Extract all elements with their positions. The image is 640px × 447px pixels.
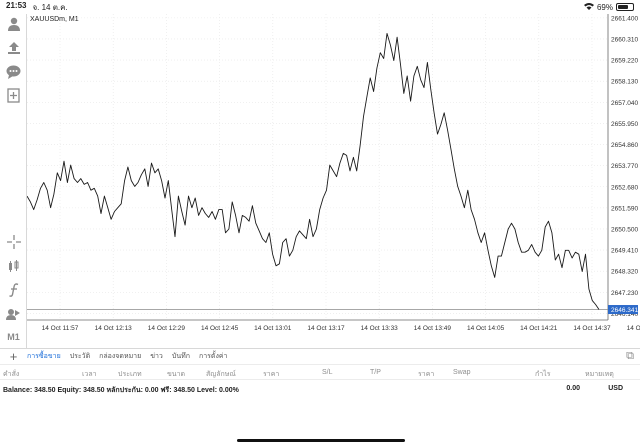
x-tick-label: 14 Oct 14:05 [467, 325, 505, 332]
trade-table-header: คำสั่ง เวลา ประเภท ขนาด สัญลักษณ์ ราคา S/L T/P ร… [0, 364, 640, 380]
chat-icon[interactable] [4, 62, 23, 81]
current-price-label: 2646.341 [611, 307, 638, 314]
function-icon[interactable] [4, 280, 23, 299]
indicators-icon[interactable] [4, 256, 23, 275]
column-header[interactable]: ราคา [263, 371, 280, 378]
column-header[interactable]: ขนาด [167, 371, 186, 378]
trade-icon[interactable] [4, 38, 23, 57]
x-tick-label: 14 Oct 13:33 [361, 325, 399, 332]
current-price-tag [608, 305, 638, 315]
x-tick-label: 14 Oct 14:37 [573, 325, 611, 332]
total-profit: 0.00 [566, 385, 580, 392]
crosshair-icon[interactable] [4, 232, 23, 251]
left-toolbar: M1 [0, 14, 27, 348]
y-tick-label: 2648.320 [611, 269, 638, 276]
y-tick-label: 2660.310 [611, 36, 638, 43]
x-tick-label: 14 Oct 12:13 [95, 325, 133, 332]
y-tick-label: 2652.680 [611, 184, 638, 191]
y-tick-label: 2657.040 [611, 100, 638, 107]
column-header[interactable]: ราคา [418, 371, 435, 378]
column-header[interactable]: เวลา [82, 371, 97, 378]
y-tick-label: 2655.950 [611, 121, 638, 128]
tab-4[interactable]: บันทึก [171, 353, 190, 360]
battery-percent: 69% [596, 2, 613, 12]
x-tick-label: 14 Oct 13:17 [307, 325, 345, 332]
new-chart-icon[interactable] [4, 86, 23, 105]
y-tick-label: 2658.130 [611, 79, 638, 86]
column-header[interactable]: คำสั่ง [3, 371, 20, 378]
y-tick-label: 2651.590 [611, 205, 638, 212]
objects-icon[interactable] [4, 304, 23, 323]
x-tick-label: 14 Oct 13:01 [254, 325, 292, 332]
column-header[interactable]: Swap [453, 369, 471, 376]
add-order-icon[interactable]: + [9, 349, 18, 364]
price-series-line [27, 32, 600, 310]
tab-5[interactable]: การตั้งค่า [198, 353, 228, 360]
price-chart[interactable]: 2661.400 2660.310 2659.220 2658.130 2657.040… [27, 14, 640, 348]
y-tick-label: 2647.230 [611, 290, 638, 297]
tab-1[interactable]: ประวัติ [69, 353, 91, 360]
chart-symbol-title: XAUUSDm, M1 [30, 16, 79, 23]
y-tick-label: 2659.220 [611, 58, 638, 65]
account-icon[interactable] [4, 14, 23, 33]
y-tick-label: 2653.770 [611, 163, 638, 170]
chart-canvas: 2661.400 2660.310 2659.220 2658.130 2657.040… [27, 14, 640, 332]
x-tick-label: 14 Oct 14:21 [520, 325, 558, 332]
column-header[interactable]: สัญลักษณ์ [206, 371, 236, 378]
column-header[interactable]: กำไร [535, 371, 551, 378]
balance-text: Balance: 348.50 Equity: 348.50 หลักประกั… [3, 387, 239, 394]
column-header[interactable]: หมายเหตุ [585, 371, 614, 378]
y-tick-label: 2649.410 [611, 248, 638, 255]
tab-0[interactable]: การซื้อขาย [27, 353, 61, 360]
currency-label: USD [608, 385, 623, 392]
timeframe-button[interactable]: M1 [7, 331, 20, 342]
column-header[interactable]: ประเภท [118, 371, 142, 378]
account-summary: Balance: 348.50 Equity: 348.50 หลักประกั… [0, 380, 640, 396]
date: จ. 14 ต.ค. [32, 2, 68, 12]
battery-icon [616, 3, 634, 11]
x-tick-label: 14 Oct 11:57 [42, 325, 79, 332]
tab-2[interactable]: กล่องจดหมาย [99, 353, 142, 360]
wifi-icon [583, 2, 594, 12]
terminal-tab-bar: + การซื้อขาย ประวัติ กล่องจดหมาย ข่าว บันทึก… [0, 348, 640, 364]
y-tick-label: 2654.860 [611, 142, 638, 149]
column-header[interactable]: T/P [370, 369, 381, 376]
y-tick-label: 2661.400 [611, 15, 638, 22]
x-tick-label: 14 Oct 12:45 [201, 325, 239, 332]
x-tick-label: 14 Oct 14:53 [627, 325, 640, 332]
status-bar: 21:53 จ. 14 ต.ค. 69% [0, 0, 640, 14]
tab-3[interactable]: ข่าว [150, 353, 163, 360]
y-tick-label: 2646.140 [611, 311, 638, 318]
tab-list: การซื้อขาย ประวัติ กล่องจดหมาย ข่าว บันทึก กา… [27, 351, 236, 362]
column-header[interactable]: S/L [322, 369, 333, 376]
clock: 21:53 [6, 0, 27, 10]
layout-icon[interactable]: ⧉ [626, 350, 634, 362]
home-indicator [237, 439, 405, 442]
x-tick-label: 14 Oct 12:29 [148, 325, 186, 332]
x-tick-label: 14 Oct 13:49 [414, 325, 452, 332]
y-tick-label: 2650.500 [611, 226, 638, 233]
